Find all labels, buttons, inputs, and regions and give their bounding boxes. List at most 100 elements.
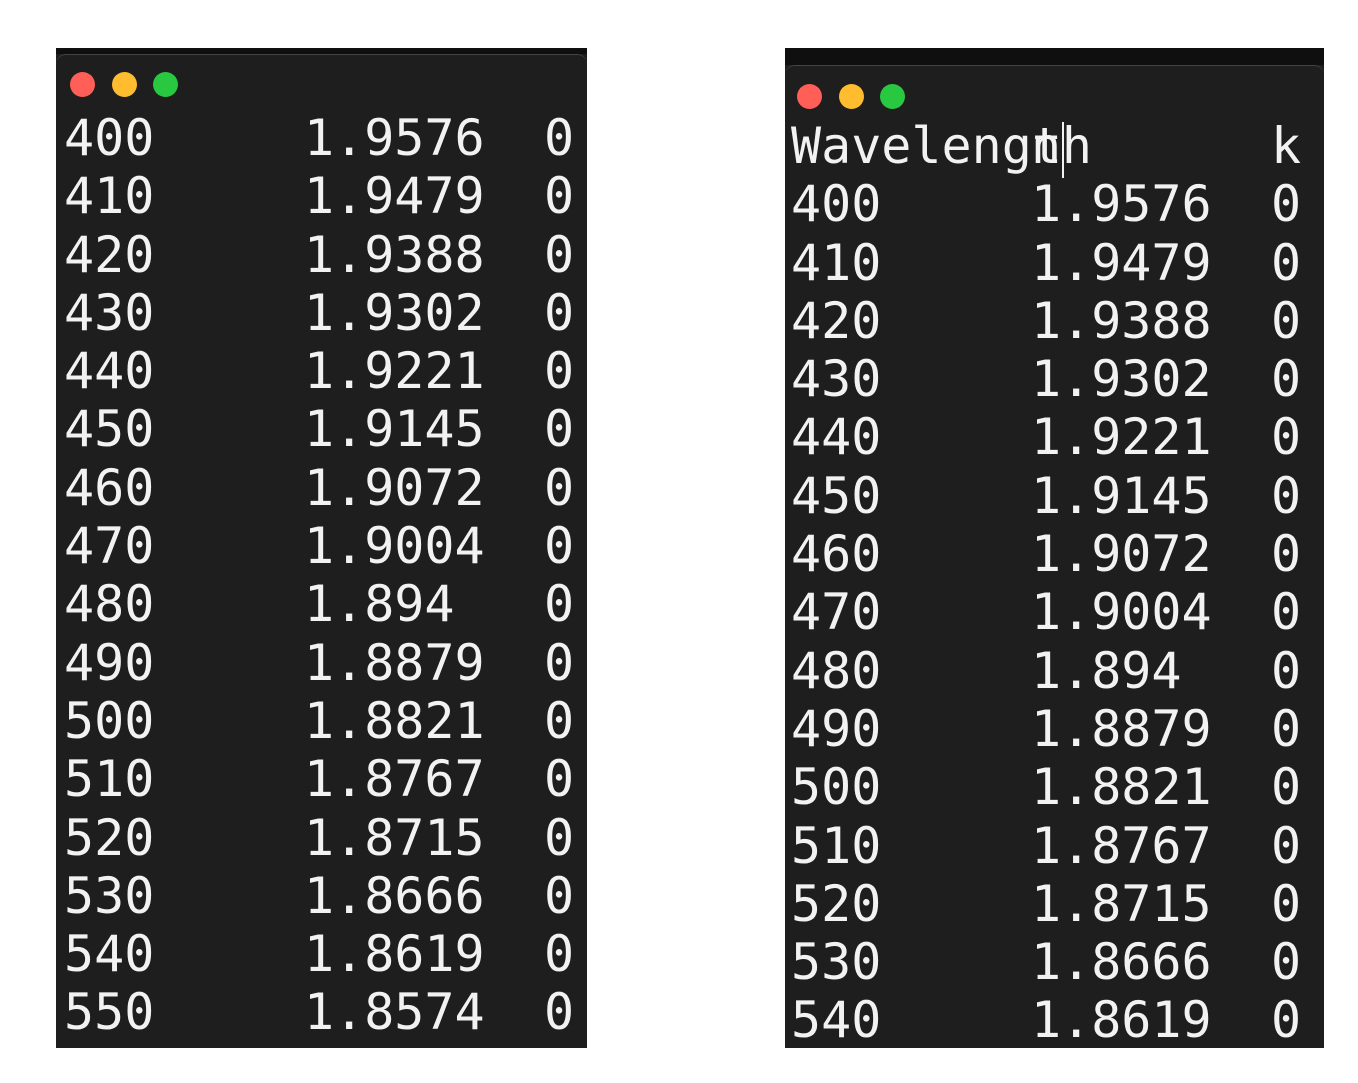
data-row: 440 1.9221 0 — [791, 408, 1324, 466]
data-row: 480 1.894 0 — [791, 642, 1324, 700]
wavelength-cell: 470 — [791, 583, 882, 642]
data-row: 400 1.9576 0 — [64, 109, 587, 167]
data-row: 460 1.9072 0 — [791, 525, 1324, 583]
n-cell: 1.9004 — [304, 517, 485, 576]
k-cell: 0 — [544, 167, 575, 226]
wavelength-cell: 510 — [791, 816, 882, 875]
n-cell: 1.9302 — [1031, 350, 1212, 409]
header-wavelength: Wavelength — [791, 117, 1093, 175]
data-row: 420 1.9388 0 — [791, 292, 1324, 350]
n-cell: 1.9145 — [1031, 466, 1212, 525]
k-cell: 0 — [544, 866, 575, 925]
wavelength-cell: 500 — [791, 758, 882, 817]
data-row: 430 1.9302 0 — [791, 350, 1324, 408]
k-cell: 0 — [1271, 350, 1302, 409]
data-row: 480 1.894 0 — [64, 575, 587, 633]
wavelength-cell: 530 — [64, 866, 155, 925]
zoom-icon[interactable] — [153, 72, 178, 97]
data-row: 540 1.8619 0 — [791, 991, 1324, 1048]
k-cell: 0 — [544, 400, 575, 459]
n-cell: 1.9004 — [1031, 583, 1212, 642]
k-cell: 0 — [1271, 816, 1302, 875]
wavelength-cell: 420 — [791, 291, 882, 350]
wavelength-cell: 480 — [64, 575, 155, 634]
wavelength-cell: 410 — [64, 167, 155, 226]
text-content[interactable]: Wavelength n k 400 1.9576 0 410 1.9479 0 420 1.… — [785, 117, 1324, 1048]
n-cell: 1.9479 — [304, 167, 485, 226]
n-cell: 1.8821 — [1031, 758, 1212, 817]
k-cell: 0 — [544, 109, 575, 167]
minimize-icon[interactable] — [112, 72, 137, 97]
wavelength-cell: 400 — [791, 175, 882, 234]
data-row: 410 1.9479 0 — [64, 167, 587, 225]
data-row: 400 1.9576 0 — [791, 175, 1324, 233]
k-cell: 0 — [1271, 641, 1302, 700]
data-row: 420 1.9388 0 — [64, 226, 587, 284]
n-cell: 1.9388 — [304, 225, 485, 284]
k-cell: 0 — [544, 342, 575, 401]
k-cell: 0 — [1271, 699, 1302, 758]
n-cell: 1.9145 — [304, 400, 485, 459]
wavelength-cell: 460 — [64, 458, 155, 517]
wavelength-cell: 550 — [64, 983, 155, 1042]
k-cell: 0 — [544, 225, 575, 284]
title-bar — [56, 54, 587, 109]
k-cell: 0 — [1271, 233, 1302, 292]
data-row: 530 1.8666 0 — [64, 867, 587, 925]
data-row: 520 1.8715 0 — [64, 809, 587, 867]
k-cell: 0 — [544, 691, 575, 750]
k-cell: 0 — [1271, 175, 1302, 234]
k-cell: 0 — [544, 925, 575, 984]
data-row: 490 1.8879 0 — [64, 634, 587, 692]
k-cell: 0 — [1271, 466, 1302, 525]
minimize-icon[interactable] — [839, 84, 864, 109]
n-cell: 1.9302 — [304, 283, 485, 342]
k-cell: 0 — [1271, 291, 1302, 350]
wavelength-cell: 540 — [64, 925, 155, 984]
wavelength-cell: 460 — [791, 525, 882, 584]
left-editor-window: 400 1.9576 0 410 1.9479 0 420 1.9388 0 430 1.9302 0… — [56, 48, 587, 1048]
k-cell: 0 — [1271, 583, 1302, 642]
header-n-label: n — [1031, 117, 1062, 175]
n-cell: 1.8619 — [304, 925, 485, 984]
data-row: 450 1.9145 0 — [64, 400, 587, 458]
zoom-icon[interactable] — [880, 84, 905, 109]
n-cell: 1.894 — [1031, 641, 1182, 700]
wavelength-cell: 410 — [791, 233, 882, 292]
wavelength-cell: 440 — [64, 342, 155, 401]
close-icon[interactable] — [797, 84, 822, 109]
header-k: k — [1271, 117, 1302, 175]
data-row: 470 1.9004 0 — [791, 583, 1324, 641]
data-row: 510 1.8767 0 — [791, 817, 1324, 875]
data-row: 550 1.8574 0 — [64, 983, 587, 1041]
n-cell: 1.8666 — [1031, 933, 1212, 992]
n-cell: 1.9479 — [1031, 233, 1212, 292]
wavelength-cell: 430 — [64, 283, 155, 342]
wavelength-cell: 490 — [64, 633, 155, 692]
n-cell: 1.8619 — [1031, 991, 1212, 1048]
text-content[interactable]: 400 1.9576 0 410 1.9479 0 420 1.9388 0 430 1.9302 0… — [56, 109, 587, 1042]
n-cell: 1.8879 — [304, 633, 485, 692]
data-row: 470 1.9004 0 — [64, 517, 587, 575]
n-cell: 1.8879 — [1031, 699, 1212, 758]
n-cell: 1.8715 — [1031, 874, 1212, 933]
data-row: 500 1.8821 0 — [791, 758, 1324, 816]
wavelength-cell: 500 — [64, 691, 155, 750]
wavelength-cell: 490 — [791, 699, 882, 758]
close-icon[interactable] — [70, 72, 95, 97]
k-cell: 0 — [544, 458, 575, 517]
wavelength-cell: 450 — [791, 466, 882, 525]
wavelength-cell: 440 — [791, 408, 882, 467]
n-cell: 1.9072 — [304, 458, 485, 517]
text-cursor — [1062, 121, 1065, 178]
wavelength-cell: 510 — [64, 750, 155, 809]
n-cell: 1.9221 — [304, 342, 485, 401]
data-row: 500 1.8821 0 — [64, 692, 587, 750]
wavelength-cell: 520 — [64, 808, 155, 867]
n-cell: 1.9576 — [1031, 175, 1212, 234]
wavelength-cell: 450 — [64, 400, 155, 459]
data-row: 530 1.8666 0 — [791, 933, 1324, 991]
wavelength-cell: 520 — [791, 874, 882, 933]
k-cell: 0 — [544, 575, 575, 634]
wavelength-cell: 540 — [791, 991, 882, 1048]
